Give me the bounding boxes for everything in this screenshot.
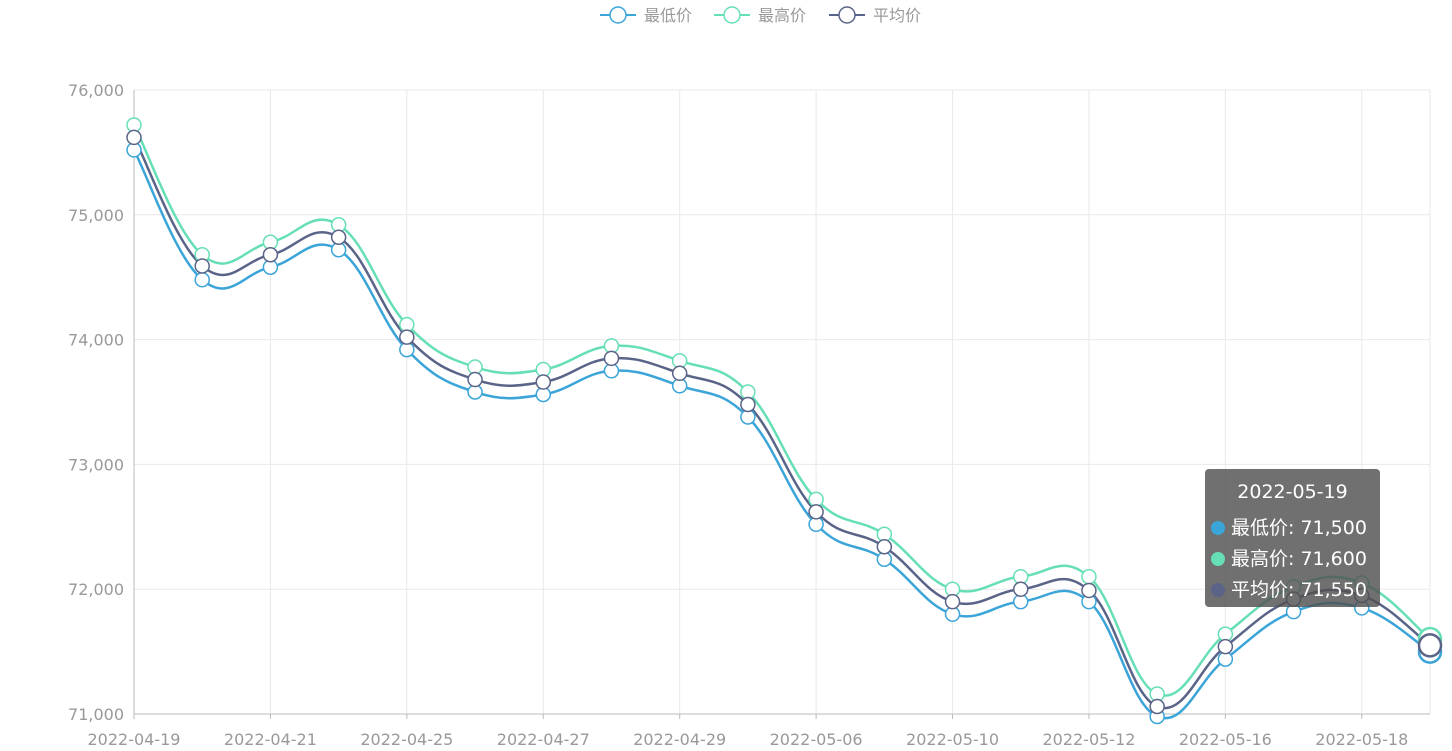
x-tick-label: 2022-04-27 <box>497 730 590 749</box>
y-tick-label: 76,000 <box>68 81 124 100</box>
series-line-avg <box>132 136 1431 710</box>
legend-marker-high <box>723 6 741 24</box>
tooltip-text-avg: 平均价: 71,550 <box>1231 579 1367 601</box>
point-avg[interactable] <box>1149 698 1165 715</box>
legend-label-avg: 平均价 <box>873 6 921 25</box>
point-avg[interactable] <box>1417 633 1443 658</box>
x-tick-label: 2022-04-25 <box>360 730 453 749</box>
y-tick-label: 75,000 <box>68 206 124 225</box>
point-avg[interactable] <box>944 593 961 610</box>
x-tick-label: 2022-05-18 <box>1315 730 1408 749</box>
x-tick-label: 2022-05-16 <box>1179 730 1272 749</box>
series-layer <box>126 117 1443 725</box>
tooltip: 2022-05-19 最低价: 71,500 最高价: 71,600 平均价: … <box>1205 469 1380 607</box>
legend-item-low[interactable]: 最低价 <box>600 6 692 25</box>
y-tick-label: 73,000 <box>68 455 124 474</box>
tooltip-text-high: 最高价: 71,600 <box>1231 548 1367 570</box>
legend-item-avg[interactable]: 平均价 <box>829 6 921 25</box>
tooltip-row-low: 最低价: 71,500 <box>1211 513 1367 540</box>
point-avg[interactable] <box>740 396 756 413</box>
series-line-low <box>132 149 1431 720</box>
point-avg[interactable] <box>1081 582 1097 599</box>
x-tick-label: 2022-04-19 <box>88 730 181 749</box>
x-tick-label: 2022-05-10 <box>906 730 999 749</box>
legend-marker-low <box>609 6 627 24</box>
point-avg[interactable] <box>194 258 210 274</box>
legend-label-low: 最低价 <box>644 6 692 25</box>
point-avg[interactable] <box>262 246 279 263</box>
point-avg[interactable] <box>330 229 347 246</box>
legend-marker-avg <box>838 6 856 24</box>
point-avg[interactable] <box>808 504 824 520</box>
point-avg[interactable] <box>671 365 688 382</box>
y-tick-label: 72,000 <box>68 580 124 599</box>
point-avg[interactable] <box>1012 581 1029 597</box>
tooltip-dot-avg <box>1211 583 1225 597</box>
x-tick-label: 2022-05-12 <box>1042 730 1135 749</box>
point-high[interactable] <box>1081 568 1097 585</box>
grid-lines <box>133 89 1431 714</box>
point-avg[interactable] <box>467 371 483 388</box>
point-avg[interactable] <box>876 539 893 555</box>
point-avg[interactable] <box>399 329 415 345</box>
point-low[interactable] <box>194 271 210 288</box>
y-tick-label: 71,000 <box>68 705 124 724</box>
point-avg[interactable] <box>603 350 620 367</box>
point-avg[interactable] <box>1217 638 1234 655</box>
point-avg[interactable] <box>126 129 142 146</box>
series-line-high <box>132 124 1431 697</box>
legend[interactable]: 最低价 最高价 平均价 <box>600 6 921 25</box>
point-avg[interactable] <box>535 374 552 390</box>
x-tick-label: 2022-04-21 <box>224 730 317 749</box>
tooltip-row-avg: 平均价: 71,550 <box>1211 575 1367 602</box>
x-tick-label: 2022-04-29 <box>633 730 726 749</box>
legend-label-high: 最高价 <box>758 6 806 25</box>
y-tick-label: 74,000 <box>68 331 124 350</box>
tooltip-title: 2022-05-19 <box>1237 481 1348 503</box>
axes: 71,000 72,000 73,000 74,000 75,000 76,000 2022… <box>68 81 1430 749</box>
x-tick-label: 2022-05-06 <box>770 730 863 749</box>
tooltip-text-low: 最低价: 71,500 <box>1231 517 1367 539</box>
legend-item-high[interactable]: 最高价 <box>714 6 806 25</box>
tooltip-dot-low <box>1211 521 1225 535</box>
tooltip-dot-high <box>1211 552 1225 566</box>
tooltip-row-high: 最高价: 71,600 <box>1211 544 1367 571</box>
